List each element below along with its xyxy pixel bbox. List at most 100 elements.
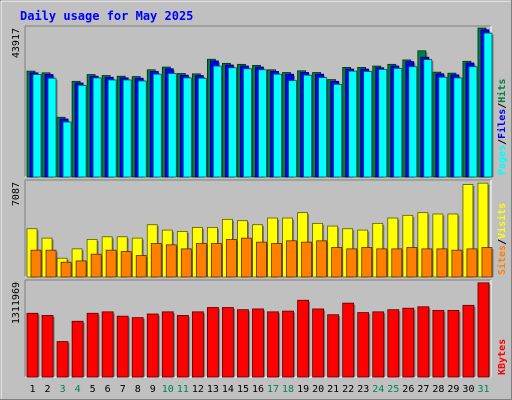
bar-sites-day-20: [316, 240, 328, 278]
bar-pages-day-16: [258, 69, 267, 178]
bar-pages-day-24: [378, 69, 388, 178]
bar-kbytes-day-19: [297, 299, 309, 378]
bar-kbytes-day-26: [402, 307, 415, 378]
x-tick-label-day-11: 11: [177, 384, 189, 395]
bar-sites-day-9: [150, 243, 162, 278]
x-tick-label-day-10: 10: [162, 384, 174, 395]
y-max-label-kbytes: 1311969: [11, 282, 22, 324]
x-tick-label-day-6: 6: [105, 384, 111, 395]
bar-kbytes-day-2: [41, 315, 54, 378]
bar-kbytes-day-4: [71, 320, 84, 378]
legend-entry-files: Files: [496, 109, 508, 139]
x-tick-label-day-25: 25: [387, 384, 399, 395]
bar-kbytes-day-14: [222, 307, 234, 378]
bar-sites-day-13: [210, 243, 222, 278]
legend-text-visits: Sites/Visits: [496, 203, 508, 275]
bar-sites-day-12: [195, 243, 207, 278]
legend-entry-pages: Pages: [497, 145, 508, 175]
bar-sites-day-1: [30, 249, 42, 278]
legend-entry-kbytes: KBytes: [497, 339, 508, 375]
bar-sites-day-28: [436, 248, 448, 278]
x-tick-label-day-9: 9: [150, 384, 156, 395]
bar-sites-day-24: [376, 248, 388, 278]
x-tick-label-day-22: 22: [342, 384, 354, 395]
x-tick-label-day-21: 21: [327, 384, 339, 395]
bar-sites-day-21: [331, 247, 343, 278]
bar-pages-day-29: [453, 77, 463, 178]
bar-sites-day-11: [180, 248, 192, 278]
bar-sites-day-4: [75, 260, 87, 278]
legend-entry-hits: Hits: [496, 79, 508, 103]
bar-sites-day-15: [241, 237, 252, 278]
bar-kbytes-day-30: [462, 304, 475, 378]
bar-kbytes-day-21: [327, 314, 340, 378]
bars-hits: [26, 27, 494, 178]
bar-pages-day-17: [273, 73, 282, 178]
x-tick-label-day-1: 1: [30, 384, 36, 395]
x-tick-label-day-19: 19: [297, 384, 309, 395]
bar-sites-day-31: [481, 247, 493, 278]
x-tick-label-day-2: 2: [45, 384, 51, 395]
bar-sites-day-2: [45, 249, 57, 278]
bar-kbytes-day-3: [56, 341, 69, 378]
y-max-label-visits: 7087: [11, 182, 22, 206]
bar-sites-day-10: [165, 244, 177, 278]
x-tick-label-day-14: 14: [222, 384, 234, 395]
bar-kbytes-day-15: [237, 309, 249, 378]
x-tick-label-day-29: 29: [447, 384, 459, 395]
x-tick-label-day-18: 18: [282, 384, 294, 395]
bar-pages-day-9: [152, 73, 162, 178]
bar-pages-day-15: [243, 68, 252, 178]
bar-sites-day-5: [90, 253, 102, 278]
x-tick-label-day-5: 5: [90, 384, 96, 395]
bar-pages-day-20: [318, 77, 328, 178]
bar-pages-day-21: [333, 83, 343, 178]
bar-pages-day-14: [228, 67, 237, 178]
panel-kbytes: 1311969 KBytes: [11, 279, 508, 378]
legend-entry-sites: Sites: [496, 245, 508, 275]
x-tick-label-day-26: 26: [402, 384, 414, 395]
bar-kbytes-day-9: [146, 313, 159, 378]
legend-hits: Pages/Files/Hits: [496, 79, 508, 175]
x-tick-label-day-28: 28: [432, 384, 444, 395]
bar-sites-day-27: [421, 248, 433, 278]
bar-kbytes-day-10: [161, 311, 174, 378]
bar-pages-day-4: [77, 84, 87, 178]
legend-separator: /: [497, 239, 508, 245]
x-tick-label-day-12: 12: [192, 384, 204, 395]
bar-sites-day-22: [346, 248, 358, 278]
bar-kbytes-day-5: [86, 312, 99, 378]
legend-entry-visits: Visits: [496, 203, 508, 239]
x-tick-label-day-31: 31: [477, 384, 489, 395]
legend-separator: /: [497, 103, 508, 109]
bar-sites-day-14: [226, 239, 237, 278]
legend-separator: /: [497, 139, 508, 145]
bar-sites-day-18: [286, 240, 297, 278]
x-tick-label-day-16: 16: [252, 384, 264, 395]
bar-pages-day-18: [288, 80, 297, 178]
bar-pages-day-13: [212, 65, 222, 178]
bar-sites-day-7: [120, 251, 132, 278]
bar-kbytes-day-16: [252, 308, 264, 378]
chart-panels: 43917Pages/Files/Hits7087Sites/Visits131…: [11, 25, 508, 378]
bar-kbytes-day-17: [267, 311, 279, 378]
x-tick-label-day-23: 23: [357, 384, 369, 395]
bar-kbytes-day-20: [312, 308, 325, 378]
bar-pages-day-11: [182, 77, 192, 178]
x-tick-label-day-30: 30: [462, 384, 474, 395]
x-tick-label-day-13: 13: [207, 384, 219, 395]
bar-kbytes-day-12: [191, 311, 204, 378]
bar-pages-day-2: [47, 77, 57, 178]
bar-pages-day-3: [62, 121, 72, 178]
bar-pages-day-19: [303, 74, 312, 178]
bar-kbytes-day-11: [176, 315, 189, 378]
legend-text-kbytes: KBytes: [497, 339, 508, 375]
bar-pages-day-1: [32, 74, 42, 178]
bar-kbytes-day-31: [477, 282, 490, 378]
bar-kbytes-day-28: [432, 309, 445, 378]
x-tick-label-day-17: 17: [267, 384, 279, 395]
bar-kbytes-day-18: [282, 310, 294, 378]
bar-kbytes-day-13: [206, 307, 219, 378]
